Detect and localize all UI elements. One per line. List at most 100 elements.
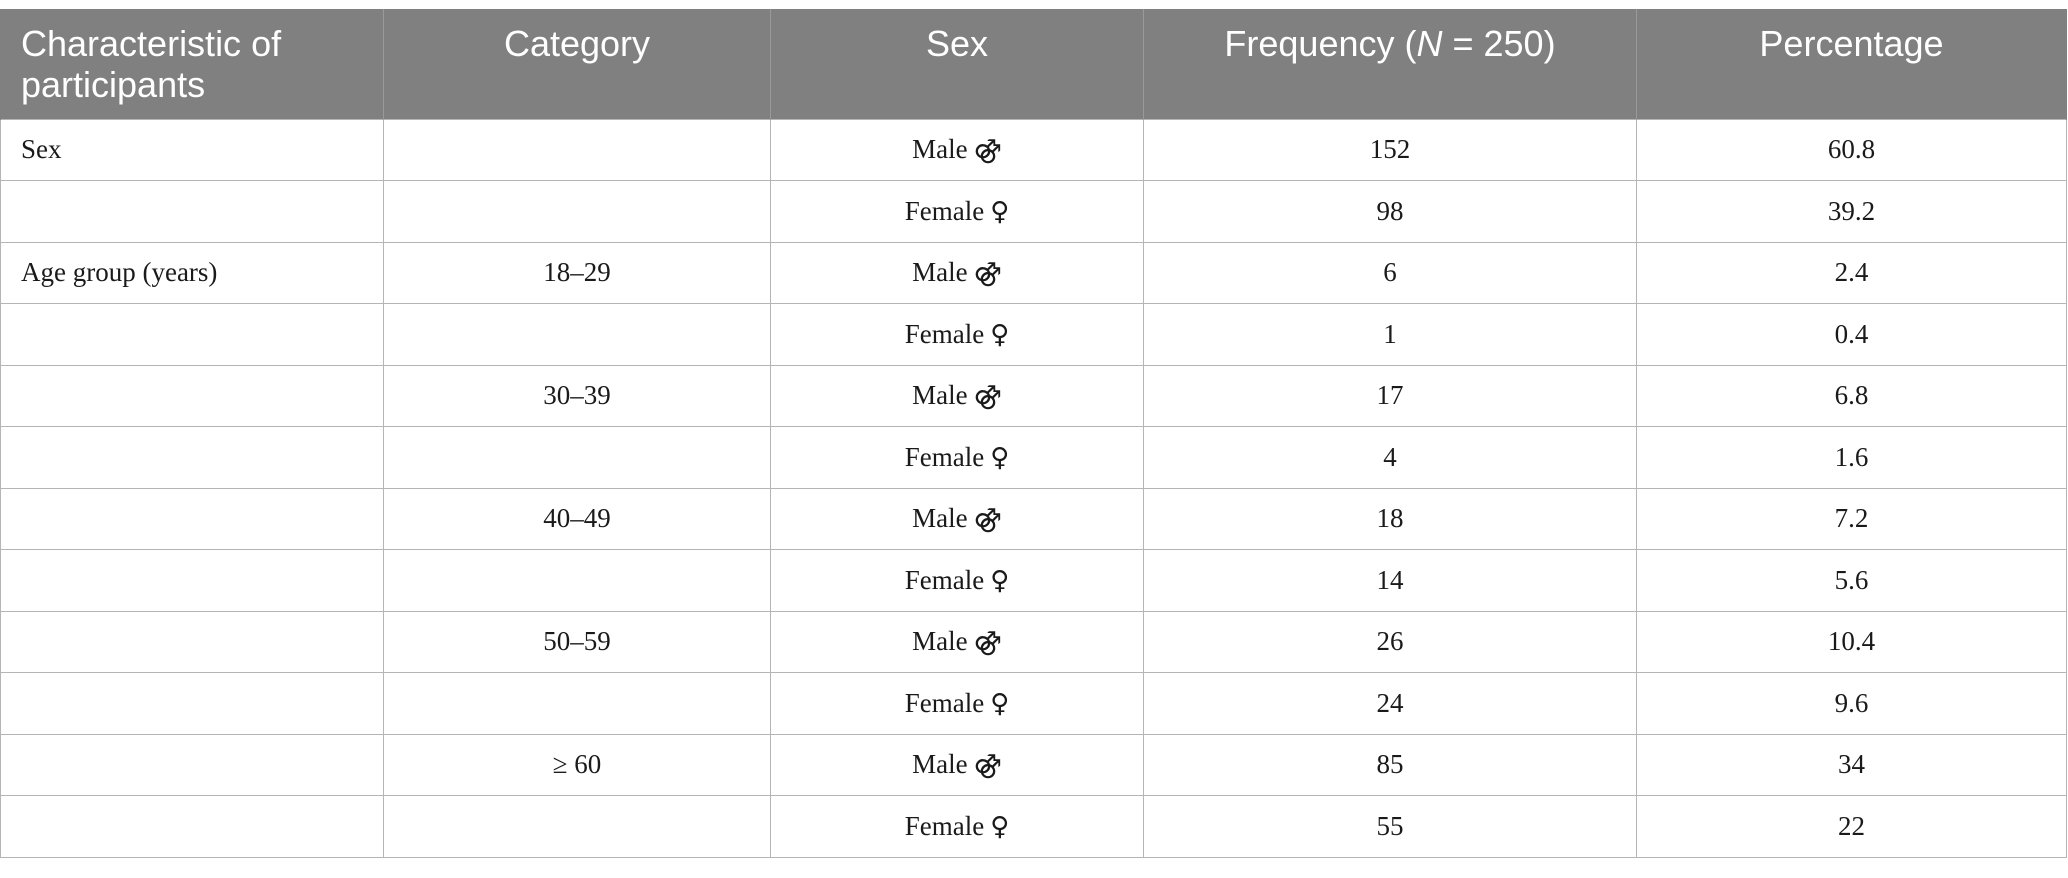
table-row: 50–59 Male ⚣ 26 10.4 bbox=[0, 610, 2067, 673]
table-row: Female ♀ 55 22 bbox=[0, 795, 2067, 858]
table-row: 30–39 Male ⚣ 17 6.8 bbox=[0, 364, 2067, 427]
cell-frequency: 85 bbox=[1143, 733, 1637, 796]
cell-characteristic bbox=[0, 303, 384, 366]
cell-percentage: 9.6 bbox=[1636, 672, 2067, 735]
sex-label: Female bbox=[904, 441, 985, 472]
cell-characteristic bbox=[0, 672, 384, 735]
cell-sex: Female ♀ bbox=[770, 180, 1144, 243]
cell-frequency: 98 bbox=[1143, 180, 1637, 243]
table-row: 40–49 Male ⚣ 18 7.2 bbox=[0, 487, 2067, 550]
cell-sex: Male ⚣ bbox=[770, 487, 1144, 550]
sex-label: Female bbox=[904, 195, 985, 226]
cell-characteristic: Age group (years) bbox=[0, 241, 384, 304]
header-category: Category bbox=[383, 9, 771, 119]
cell-percentage: 60.8 bbox=[1636, 118, 2067, 181]
cell-percentage: 2.4 bbox=[1636, 241, 2067, 304]
header-frequency-suffix: = 250) bbox=[1442, 23, 1556, 64]
sex-label: Male bbox=[912, 626, 968, 657]
cell-characteristic bbox=[0, 426, 384, 489]
cell-characteristic bbox=[0, 180, 384, 243]
sex-label: Male bbox=[912, 134, 968, 165]
cell-category bbox=[383, 118, 771, 181]
cell-sex: Male ⚣ bbox=[770, 364, 1144, 427]
cell-frequency: 17 bbox=[1143, 364, 1637, 427]
table-row: Female ♀ 24 9.6 bbox=[0, 672, 2067, 735]
header-characteristic: Characteristic of participants bbox=[0, 9, 384, 119]
cell-frequency: 152 bbox=[1143, 118, 1637, 181]
sex-label: Male bbox=[912, 257, 968, 288]
sex-label: Female bbox=[904, 318, 985, 349]
table-row: Female ♀ 98 39.2 bbox=[0, 180, 2067, 243]
female-symbol-icon: ♀ bbox=[990, 196, 1010, 227]
cell-percentage: 22 bbox=[1636, 795, 2067, 858]
cell-percentage: 39.2 bbox=[1636, 180, 2067, 243]
sex-label: Female bbox=[904, 810, 985, 841]
cell-frequency: 6 bbox=[1143, 241, 1637, 304]
cell-frequency: 24 bbox=[1143, 672, 1637, 735]
cell-percentage: 5.6 bbox=[1636, 549, 2067, 612]
cell-sex: Male ⚣ bbox=[770, 241, 1144, 304]
cell-category bbox=[383, 303, 771, 366]
female-symbol-icon: ♀ bbox=[990, 565, 1010, 596]
cell-sex: Male ⚣ bbox=[770, 118, 1144, 181]
cell-category: 40–49 bbox=[383, 487, 771, 550]
participants-table: Characteristic of participants Category … bbox=[0, 9, 2067, 858]
cell-sex: Male ⚣ bbox=[770, 610, 1144, 673]
cell-sex: Female ♀ bbox=[770, 795, 1144, 858]
cell-characteristic bbox=[0, 487, 384, 550]
sex-label: Male bbox=[912, 380, 968, 411]
cell-sex: Female ♀ bbox=[770, 303, 1144, 366]
sex-label: Male bbox=[912, 749, 968, 780]
male-symbol-icon: ⚣ bbox=[973, 135, 1002, 166]
female-symbol-icon: ♀ bbox=[990, 811, 1010, 842]
header-percentage: Percentage bbox=[1636, 9, 2067, 119]
cell-category: 18–29 bbox=[383, 241, 771, 304]
header-sex: Sex bbox=[770, 9, 1144, 119]
table-row: Female ♀ 1 0.4 bbox=[0, 303, 2067, 366]
header-frequency: Frequency (N = 250) bbox=[1143, 9, 1637, 119]
cell-category: ≥ 60 bbox=[383, 733, 771, 796]
sex-label: Male bbox=[912, 503, 968, 534]
table-header: Characteristic of participants Category … bbox=[0, 9, 2067, 119]
cell-category bbox=[383, 549, 771, 612]
table-body: Sex Male ⚣ 152 60.8 Female ♀ 98 39.2 Age group (y… bbox=[0, 118, 2067, 858]
table-row: Female ♀ 4 1.6 bbox=[0, 426, 2067, 489]
cell-category: 50–59 bbox=[383, 610, 771, 673]
cell-percentage: 34 bbox=[1636, 733, 2067, 796]
cell-category bbox=[383, 672, 771, 735]
male-symbol-icon: ⚣ bbox=[973, 627, 1002, 658]
cell-percentage: 0.4 bbox=[1636, 303, 2067, 366]
cell-sex: Female ♀ bbox=[770, 672, 1144, 735]
cell-characteristic bbox=[0, 549, 384, 612]
cell-category: 30–39 bbox=[383, 364, 771, 427]
cell-percentage: 1.6 bbox=[1636, 426, 2067, 489]
cell-category bbox=[383, 795, 771, 858]
cell-percentage: 10.4 bbox=[1636, 610, 2067, 673]
header-row: Characteristic of participants Category … bbox=[0, 9, 2067, 119]
cell-characteristic bbox=[0, 795, 384, 858]
header-frequency-n: N bbox=[1416, 23, 1443, 64]
cell-frequency: 55 bbox=[1143, 795, 1637, 858]
male-symbol-icon: ⚣ bbox=[973, 258, 1002, 289]
table-row: Sex Male ⚣ 152 60.8 bbox=[0, 118, 2067, 181]
cell-characteristic bbox=[0, 610, 384, 673]
table-row: Age group (years) 18–29 Male ⚣ 6 2.4 bbox=[0, 241, 2067, 304]
female-symbol-icon: ♀ bbox=[990, 319, 1010, 350]
female-symbol-icon: ♀ bbox=[990, 442, 1010, 473]
header-frequency-prefix: Frequency ( bbox=[1224, 23, 1417, 64]
cell-frequency: 1 bbox=[1143, 303, 1637, 366]
cell-characteristic: Sex bbox=[0, 118, 384, 181]
cell-characteristic bbox=[0, 364, 384, 427]
cell-frequency: 26 bbox=[1143, 610, 1637, 673]
male-symbol-icon: ⚣ bbox=[973, 750, 1002, 781]
sex-label: Female bbox=[904, 687, 985, 718]
cell-characteristic bbox=[0, 733, 384, 796]
table-row: ≥ 60 Male ⚣ 85 34 bbox=[0, 733, 2067, 796]
cell-sex: Male ⚣ bbox=[770, 733, 1144, 796]
cell-category bbox=[383, 180, 771, 243]
table-row: Female ♀ 14 5.6 bbox=[0, 549, 2067, 612]
cell-frequency: 14 bbox=[1143, 549, 1637, 612]
cell-percentage: 7.2 bbox=[1636, 487, 2067, 550]
table-container: Characteristic of participants Category … bbox=[0, 9, 2067, 858]
cell-percentage: 6.8 bbox=[1636, 364, 2067, 427]
